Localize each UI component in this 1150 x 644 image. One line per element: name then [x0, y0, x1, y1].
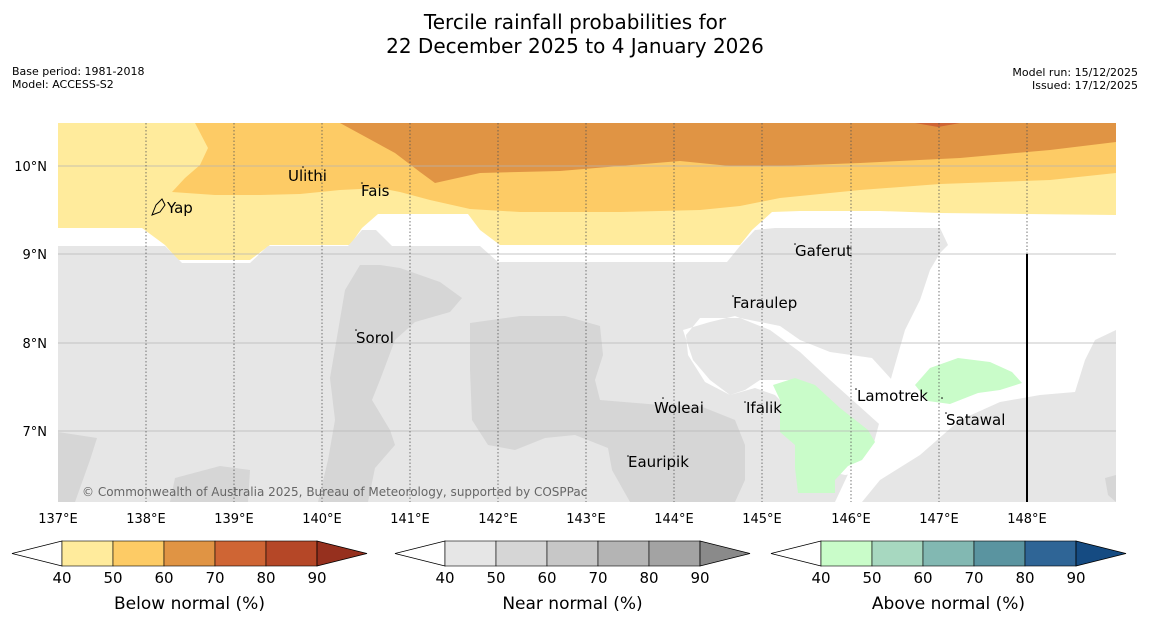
issued-date: Issued: 17/12/2025	[1031, 79, 1138, 92]
colorbar-extend-low	[11, 540, 63, 567]
below-normal-70-80-region	[915, 123, 960, 127]
colorbar-segment	[61, 540, 114, 567]
colorbar-segment	[214, 540, 267, 567]
near-normal-50-60-region-5	[1105, 475, 1116, 502]
above-normal-colorbar: 40 50 60 70 80 90	[770, 540, 1127, 587]
colorbar-segment	[495, 540, 548, 567]
lon-label: 147°E	[919, 512, 959, 527]
colorbar-tick-label: 40	[52, 569, 71, 587]
colorbar-extend-high	[1075, 540, 1127, 567]
near-normal-50-60-region-2	[470, 316, 745, 502]
lat-label: 10°N	[14, 160, 47, 175]
island-dots	[302, 166, 947, 457]
model-name: Model: ACCESS-S2	[12, 78, 114, 91]
place-satawal: Satawal	[946, 411, 1005, 429]
colorbar-segment	[973, 540, 1026, 567]
below-normal-60-70-region	[340, 123, 1116, 183]
colorbar-tick-label: 50	[486, 569, 505, 587]
colorbar-segment	[922, 540, 975, 567]
near-normal-50-60-region	[318, 265, 462, 502]
colorbar-extend-low	[394, 540, 446, 567]
colorbar-extend-high	[699, 540, 751, 567]
colorbar-tick-label: 80	[639, 569, 658, 587]
colorbar-segment	[1024, 540, 1077, 567]
lon-label: 140°E	[302, 512, 342, 527]
near-normal-colorbar: 40 50 60 70 80 90	[394, 540, 751, 587]
place-woleai: Woleai	[654, 399, 704, 417]
colorbar-segment	[265, 540, 318, 567]
lon-label: 143°E	[566, 512, 606, 527]
lat-label: 8°N	[23, 337, 48, 352]
colorbar-segment	[546, 540, 599, 567]
lon-label: 141°E	[390, 512, 430, 527]
lat-axis-labels: 10°N 9°N 8°N 7°N	[14, 160, 47, 440]
above-normal-colorbar-label: Above normal (%)	[871, 594, 1026, 614]
near-normal-40-50-region-east	[862, 253, 1116, 502]
chart-title-line1: Tercile rainfall probabilities for	[423, 10, 727, 34]
place-fais: Fais	[361, 182, 390, 200]
colorbar-tick-label: 70	[588, 569, 607, 587]
map-plot-area: Yap Ulithi Fais Gaferut Faraulep Sorol W…	[58, 123, 1116, 502]
lon-label: 139°E	[214, 512, 254, 527]
colorbar-segment	[163, 540, 216, 567]
colorbar-segment	[871, 540, 924, 567]
lon-label: 148°E	[1007, 512, 1047, 527]
above-normal-40-50-region	[773, 378, 875, 493]
colorbar-tick-label: 40	[811, 569, 830, 587]
colorbar-tick-label: 60	[154, 569, 173, 587]
near-normal-50-60-region-4	[170, 466, 250, 502]
lon-label: 146°E	[831, 512, 871, 527]
colorbar-segment	[444, 540, 497, 567]
climatology-region	[683, 316, 1090, 475]
colorbar-segment	[597, 540, 650, 567]
lon-label: 142°E	[478, 512, 518, 527]
copyright-notice: © Commonwealth of Australia 2025, Bureau…	[82, 485, 587, 499]
below-normal-colorbar-label: Below normal (%)	[114, 594, 265, 614]
place-lamotrek: Lamotrek	[857, 387, 928, 405]
above-normal-40-50-region-2	[915, 358, 1022, 404]
yap-island-outline	[151, 198, 166, 216]
place-gaferut: Gaferut	[795, 242, 852, 260]
colorbar-tick-label: 70	[205, 569, 224, 587]
place-eauripik: Eauripik	[628, 453, 689, 471]
colorbar-tick-label: 90	[690, 569, 709, 587]
near-normal-50-60-region-3	[58, 432, 97, 502]
place-faraulep: Faraulep	[733, 294, 797, 312]
lon-axis-labels: 137°E 138°E 139°E 140°E 141°E 142°E 143°…	[38, 512, 1047, 527]
colorbar-tick-label: 60	[537, 569, 556, 587]
base-period: Base period: 1981-2018	[12, 65, 145, 78]
colorbar-tick-label: 50	[862, 569, 881, 587]
colorbar-tick-label: 80	[1015, 569, 1034, 587]
below-normal-colorbar: 40 50 60 70 80 90	[11, 540, 368, 587]
colorbar-segment	[648, 540, 701, 567]
place-sorol: Sorol	[356, 329, 394, 347]
colorbar-tick-label: 50	[103, 569, 122, 587]
chart-title-line2: 22 December 2025 to 4 January 2026	[386, 34, 764, 58]
lon-label: 144°E	[654, 512, 694, 527]
place-ifalik: Ifalik	[746, 399, 782, 417]
colorbar-tick-label: 90	[307, 569, 326, 587]
lon-label: 137°E	[38, 512, 78, 527]
place-ulithi: Ulithi	[288, 167, 327, 185]
colorbar-tick-label: 70	[964, 569, 983, 587]
longitude-gridlines	[145, 123, 1028, 502]
lon-label: 138°E	[126, 512, 166, 527]
colorbar-tick-label: 40	[435, 569, 454, 587]
colorbar-tick-label: 60	[913, 569, 932, 587]
colorbar-segment	[112, 540, 165, 567]
lon-label: 145°E	[742, 512, 782, 527]
lat-label: 9°N	[23, 248, 48, 263]
colorbar-extend-high	[316, 540, 368, 567]
colorbar-extend-low	[770, 540, 822, 567]
lat-label: 7°N	[23, 425, 48, 440]
colorbar-tick-label: 80	[256, 569, 275, 587]
colorbar-segment	[820, 540, 873, 567]
place-yap: Yap	[166, 199, 193, 217]
colorbar-tick-label: 90	[1066, 569, 1085, 587]
near-normal-colorbar-label: Near normal (%)	[502, 594, 643, 614]
model-run: Model run: 15/12/2025	[1012, 66, 1138, 79]
